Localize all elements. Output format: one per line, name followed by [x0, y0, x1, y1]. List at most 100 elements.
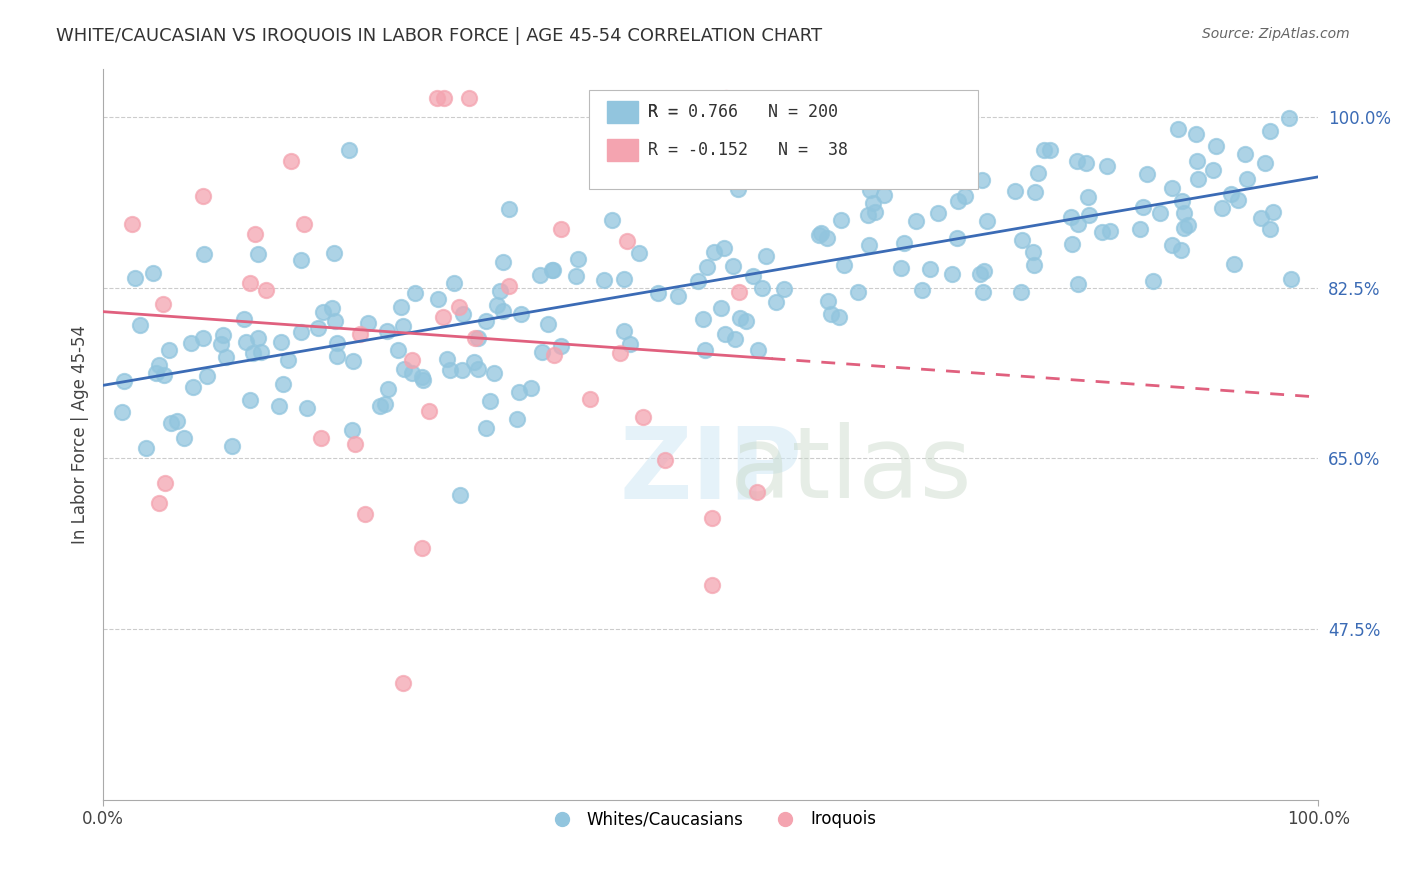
- Point: [1067, 217, 1090, 231]
- Point: [457, 91, 479, 105]
- Point: [1173, 206, 1195, 220]
- Point: [529, 268, 551, 283]
- Point: [1223, 257, 1246, 271]
- Point: [1170, 244, 1192, 258]
- Point: [280, 153, 302, 168]
- Point: [613, 272, 636, 286]
- Point: [1173, 220, 1195, 235]
- Point: [710, 301, 733, 315]
- Point: [1132, 200, 1154, 214]
- Point: [619, 337, 641, 351]
- Point: [1234, 147, 1257, 161]
- Point: [181, 379, 204, 393]
- Point: [239, 392, 262, 407]
- Point: [772, 282, 794, 296]
- Point: [647, 285, 669, 300]
- Point: [1250, 211, 1272, 226]
- Point: [439, 363, 461, 377]
- Point: [1185, 154, 1208, 169]
- Point: [195, 368, 218, 383]
- Point: [1185, 128, 1208, 142]
- Point: [703, 244, 725, 259]
- Point: [377, 382, 399, 396]
- Point: [863, 205, 886, 219]
- Point: [124, 270, 146, 285]
- Point: [745, 484, 768, 499]
- Point: [337, 143, 360, 157]
- Text: ZIP: ZIP: [619, 422, 803, 519]
- Point: [858, 237, 880, 252]
- Point: [890, 260, 912, 275]
- Point: [862, 196, 884, 211]
- Point: [357, 316, 380, 330]
- Point: [1095, 159, 1118, 173]
- Point: [474, 421, 496, 435]
- Legend: Whites/Caucasians, Iroquois: Whites/Caucasians, Iroquois: [538, 804, 883, 835]
- Point: [976, 214, 998, 228]
- Point: [193, 331, 215, 345]
- Point: [1254, 156, 1277, 170]
- Point: [326, 336, 349, 351]
- Point: [696, 260, 718, 274]
- Point: [820, 307, 842, 321]
- Point: [411, 370, 433, 384]
- Point: [312, 304, 335, 318]
- Point: [723, 332, 745, 346]
- Point: [498, 279, 520, 293]
- Point: [492, 255, 515, 269]
- Point: [1142, 274, 1164, 288]
- Point: [972, 285, 994, 300]
- Point: [235, 334, 257, 349]
- Point: [858, 166, 880, 180]
- Point: [721, 259, 744, 273]
- Point: [297, 401, 319, 415]
- Point: [1004, 185, 1026, 199]
- Point: [1033, 144, 1056, 158]
- Point: [1177, 219, 1199, 233]
- Point: [392, 318, 415, 333]
- Point: [751, 281, 773, 295]
- Point: [489, 284, 512, 298]
- Point: [368, 399, 391, 413]
- Point: [392, 675, 415, 690]
- Point: [1227, 193, 1250, 207]
- Point: [232, 312, 254, 326]
- Point: [567, 252, 589, 266]
- Point: [1022, 245, 1045, 260]
- Point: [1010, 285, 1032, 299]
- Point: [112, 375, 135, 389]
- Point: [292, 217, 315, 231]
- Point: [1022, 258, 1045, 272]
- Point: [447, 300, 470, 314]
- Point: [1279, 272, 1302, 286]
- Point: [401, 366, 423, 380]
- Point: [1261, 204, 1284, 219]
- Point: [1258, 222, 1281, 236]
- Point: [1024, 186, 1046, 200]
- Point: [506, 411, 529, 425]
- Point: [693, 343, 716, 357]
- Point: [475, 314, 498, 328]
- Point: [193, 247, 215, 261]
- Point: [815, 230, 838, 244]
- Point: [508, 385, 530, 400]
- Point: [342, 353, 364, 368]
- Point: [1039, 144, 1062, 158]
- Point: [142, 266, 165, 280]
- Point: [451, 363, 474, 377]
- Point: [540, 262, 562, 277]
- Point: [322, 246, 344, 260]
- Point: [270, 334, 292, 349]
- Point: [433, 91, 456, 105]
- Point: [541, 262, 564, 277]
- Point: [148, 496, 170, 510]
- Point: [609, 346, 631, 360]
- Point: [307, 321, 329, 335]
- Point: [510, 307, 533, 321]
- Point: [173, 431, 195, 445]
- Point: [387, 343, 409, 358]
- Point: [374, 397, 396, 411]
- Point: [498, 202, 520, 217]
- Point: [859, 182, 882, 196]
- Point: [1077, 190, 1099, 204]
